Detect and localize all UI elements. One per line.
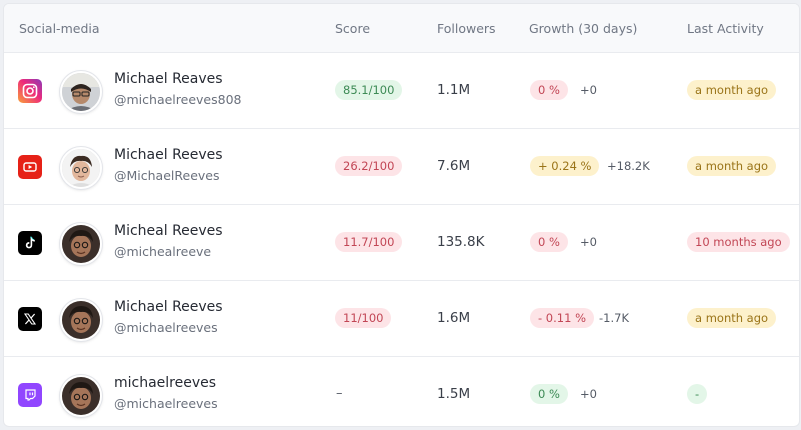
- growth-badge: 0 %: [530, 232, 568, 252]
- x-icon: [18, 307, 42, 331]
- last-activity-badge: 10 months ago: [687, 232, 790, 252]
- followers-count: 1.5M: [437, 386, 471, 402]
- growth-delta: +18.2K: [607, 159, 650, 173]
- growth-badge: + 0.24 %: [530, 156, 600, 176]
- youtube-icon: [18, 155, 42, 179]
- tiktok-icon: [18, 231, 42, 255]
- avatar: [60, 223, 102, 265]
- followers-count: 135.8K: [437, 234, 485, 250]
- table-header: Social-media Score Followers Growth (30 …: [4, 4, 799, 53]
- growth-delta: +0: [580, 387, 597, 401]
- growth-delta: +0: [580, 83, 597, 97]
- table-row[interactable]: Michael Reeves @MichaelReeves 26.2/100 7…: [4, 129, 799, 205]
- account-handle: @michaelreeves: [114, 320, 218, 335]
- instagram-icon: [18, 79, 42, 103]
- table-row[interactable]: Michael Reaves @michaelreeves808 85.1/10…: [4, 53, 799, 129]
- score-badge: 11.7/100: [335, 232, 403, 252]
- avatar: [60, 299, 102, 341]
- account-handle: @MichaelReeves: [114, 168, 220, 183]
- last-activity-badge: a month ago: [687, 80, 777, 100]
- account-name[interactable]: Michael Reeves: [114, 299, 223, 315]
- account-handle: @michaelreeves808: [114, 92, 242, 107]
- followers-count: 7.6M: [437, 158, 471, 174]
- column-header-last-activity[interactable]: Last Activity: [687, 21, 764, 36]
- account-name[interactable]: Michael Reaves: [114, 71, 223, 87]
- avatar: [60, 71, 102, 113]
- account-name[interactable]: michaelreeves: [114, 375, 217, 391]
- last-activity-badge: a month ago: [687, 308, 777, 328]
- table-row[interactable]: michaelreeves @michaelreeves – 1.5M 0 % …: [4, 357, 799, 426]
- social-media-table: Social-media Score Followers Growth (30 …: [3, 3, 800, 427]
- column-header-score[interactable]: Score: [335, 21, 371, 36]
- growth-badge: - 0.11 %: [530, 308, 594, 328]
- score-badge: 11/100: [335, 308, 392, 328]
- column-header-followers[interactable]: Followers: [437, 21, 496, 36]
- account-handle: @michealreeve: [114, 244, 212, 259]
- growth-badge: 0 %: [530, 384, 568, 404]
- table-row[interactable]: Michael Reeves @michaelreeves 11/100 1.6…: [4, 281, 799, 357]
- last-activity-badge: a month ago: [687, 156, 777, 176]
- score-badge: 26.2/100: [335, 156, 403, 176]
- avatar: [60, 147, 102, 189]
- column-header-social-media[interactable]: Social-media: [19, 21, 100, 36]
- account-name[interactable]: Micheal Reeves: [114, 223, 223, 239]
- twitch-icon: [18, 383, 42, 407]
- score-badge: 85.1/100: [335, 80, 403, 100]
- last-activity-badge: -: [687, 384, 708, 404]
- growth-delta: -1.7K: [599, 311, 629, 325]
- avatar: [60, 375, 102, 417]
- table-row[interactable]: Micheal Reeves @michealreeve 11.7/100 13…: [4, 205, 799, 281]
- column-header-growth[interactable]: Growth (30 days): [529, 21, 638, 36]
- account-handle: @michaelreeves: [114, 396, 218, 411]
- growth-delta: +0: [580, 235, 597, 249]
- growth-badge: 0 %: [530, 80, 568, 100]
- account-name[interactable]: Michael Reeves: [114, 147, 223, 163]
- score-empty: –: [336, 386, 343, 401]
- followers-count: 1.6M: [437, 310, 471, 326]
- followers-count: 1.1M: [437, 82, 471, 98]
